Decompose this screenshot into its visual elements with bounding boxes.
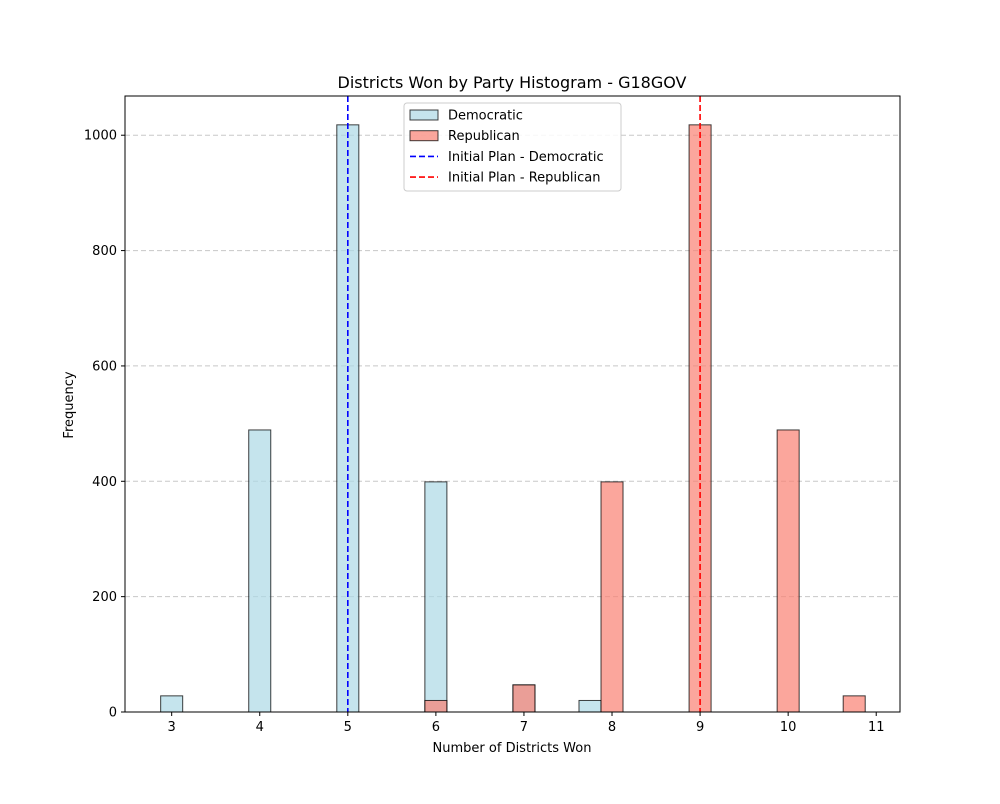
legend-swatch <box>409 130 439 142</box>
bar-democratic <box>248 429 272 713</box>
bar-democratic <box>160 695 184 713</box>
y-tick-label: 200 <box>92 590 117 605</box>
bars <box>160 124 866 713</box>
legend-label: Republican <box>448 129 520 144</box>
x-tick-label: 5 <box>344 720 352 735</box>
bar-republican <box>424 699 448 713</box>
y-tick-label: 0 <box>109 706 117 721</box>
x-tick-label: 7 <box>520 720 528 735</box>
reference-lines <box>347 96 701 712</box>
bar-republican <box>842 695 866 713</box>
x-tick-label: 10 <box>780 720 797 735</box>
legend-swatch <box>409 109 439 121</box>
plot-frame <box>124 95 901 713</box>
x-tick-label: 3 <box>168 720 176 735</box>
y-tick-label: 400 <box>92 475 117 490</box>
bar-republican <box>512 684 536 713</box>
bar-republican <box>600 481 624 713</box>
x-tick-label: 4 <box>256 720 264 735</box>
x-tick-label: 6 <box>432 720 440 735</box>
legend: Democratic Republican Initial Plan - Democ… <box>403 102 622 192</box>
y-tick-label: 800 <box>92 244 117 259</box>
x-tick-label: 11 <box>868 720 885 735</box>
x-tick-label: 9 <box>696 720 704 735</box>
y-axis-ticks: 0 200 400 600 800 1000 <box>84 129 125 721</box>
bar-democratic <box>424 481 448 713</box>
legend-label: Initial Plan - Democratic <box>448 150 604 165</box>
y-tick-label: 1000 <box>84 129 117 144</box>
bar-democratic <box>578 699 602 713</box>
y-axis-label: Frequency <box>62 371 77 438</box>
legend-label: Initial Plan - Republican <box>448 171 600 186</box>
x-tick-label: 8 <box>608 720 616 735</box>
legend-box <box>403 102 622 192</box>
x-axis-label: Number of Districts Won <box>433 741 592 756</box>
x-axis-ticks: 3 4 5 6 7 8 9 10 11 <box>168 712 885 735</box>
legend-label: Democratic <box>448 109 523 124</box>
y-tick-label: 600 <box>92 359 117 374</box>
bar-republican <box>776 429 800 713</box>
chart-title: Districts Won by Party Histogram - G18GO… <box>338 73 687 92</box>
